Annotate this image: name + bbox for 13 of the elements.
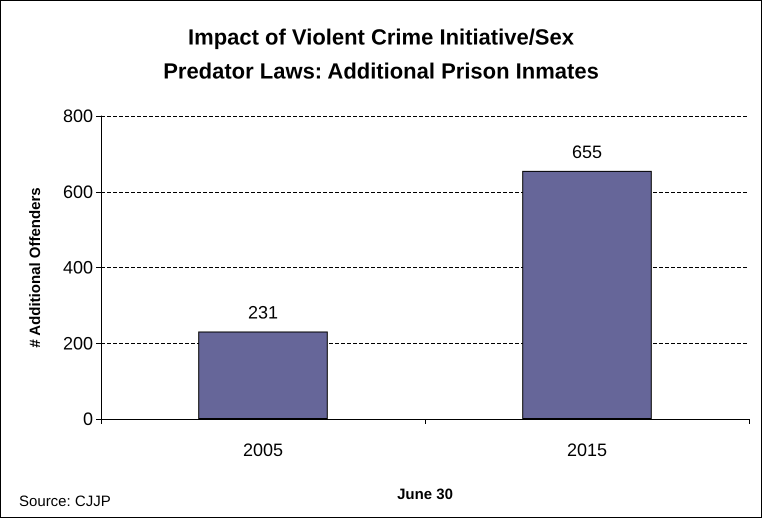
x-tick-label: 2005: [242, 440, 284, 460]
y-tick-label: 0: [82, 409, 93, 429]
chart-title: Impact of Violent Crime Initiative/Sex Predator Laws: Additional Prison Inmates: [163, 24, 599, 84]
data-label: 231: [248, 302, 278, 323]
y-tick-label: 400: [62, 258, 93, 278]
x-axis-title: June 30: [397, 486, 453, 503]
y-tick-label: 600: [62, 182, 93, 202]
data-label: 655: [572, 142, 602, 162]
y-tick-label: 800: [62, 106, 93, 126]
source-note: Source: CJJP: [19, 493, 111, 510]
y-axis-title: # Additional Offenders: [27, 187, 44, 348]
y-tick-label: 200: [62, 333, 93, 354]
x-tick-label: 2015: [566, 440, 608, 460]
